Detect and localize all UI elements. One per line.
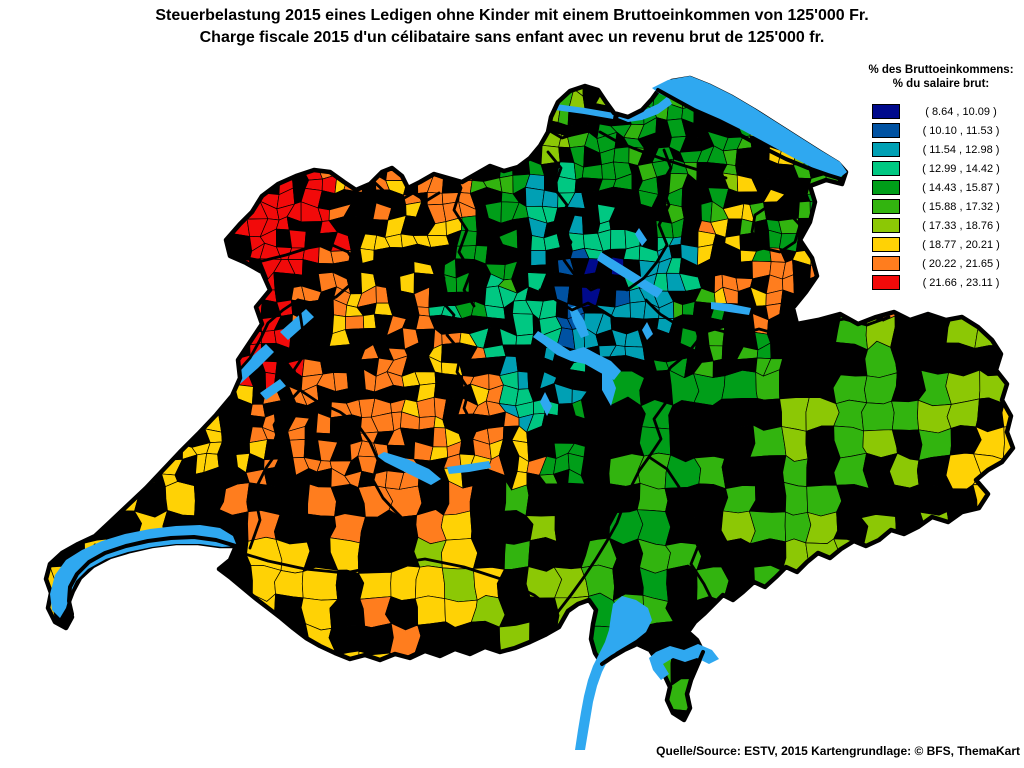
legend-range-label: ( 10.10 , 11.53 ) xyxy=(922,124,1000,137)
legend-swatch xyxy=(872,180,900,195)
title-line-fr: Charge fiscale 2015 d'un célibataire san… xyxy=(199,29,825,46)
legend-range-label: ( 8.64 , 10.09 ) xyxy=(925,105,997,118)
legend-entry: ( 8.64 , 10.09 ) xyxy=(860,104,1022,119)
legend-entry: ( 11.54 , 12.98 ) xyxy=(860,142,1022,157)
legend-entry: ( 10.10 , 11.53 ) xyxy=(860,123,1022,138)
legend-entry: ( 15.88 , 17.32 ) xyxy=(860,199,1022,214)
legend-swatch xyxy=(872,199,900,214)
source-attribution: Quelle/Source: ESTV, 2015 Kartengrundlag… xyxy=(656,744,1020,758)
legend-entry: ( 18.77 , 20.21 ) xyxy=(860,237,1022,252)
legend-swatch xyxy=(872,123,900,138)
legend-swatch xyxy=(872,104,900,119)
legend-range-label: ( 21.66 , 23.11 ) xyxy=(922,276,1000,289)
legend-range-label: ( 17.33 , 18.76 ) xyxy=(922,219,1000,232)
legend-swatch xyxy=(872,218,900,233)
legend-header-line-fr: % du salaire brut: xyxy=(892,78,990,90)
legend-range-label: ( 11.54 , 12.98 ) xyxy=(922,143,1000,156)
legend-entry: ( 21.66 , 23.11 ) xyxy=(860,275,1022,290)
legend-rows: ( 8.64 , 10.09 ) ( 10.10 , 11.53 ) ( 11.54… xyxy=(860,104,1022,290)
legend-range-label: ( 14.43 , 15.87 ) xyxy=(922,181,1000,194)
legend-entry: ( 14.43 , 15.87 ) xyxy=(860,180,1022,195)
legend-entry: ( 20.22 , 21.65 ) xyxy=(860,256,1022,271)
legend-swatch xyxy=(872,161,900,176)
legend-header-line-de: % des Bruttoeinkommens: xyxy=(868,64,1014,76)
legend-range-label: ( 12.99 , 14.42 ) xyxy=(922,162,1000,175)
legend-swatch xyxy=(872,142,900,157)
legend-entry: ( 17.33 , 18.76 ) xyxy=(860,218,1022,233)
legend-swatch xyxy=(872,275,900,290)
legend-entry: ( 12.99 , 14.42 ) xyxy=(860,161,1022,176)
legend-range-label: ( 20.22 , 21.65 ) xyxy=(922,257,1000,270)
border-through-lakes xyxy=(67,88,843,682)
title-line-de: Steuerbelastung 2015 eines Ledigen ohne … xyxy=(155,7,869,24)
legend-swatch xyxy=(872,256,900,271)
legend-range-label: ( 18.77 , 20.21 ) xyxy=(922,238,1000,251)
page-title: Steuerbelastung 2015 eines Ledigen ohne … xyxy=(0,5,1024,49)
legend-range-label: ( 15.88 , 17.32 ) xyxy=(922,200,1000,213)
legend: % des Bruttoeinkommens: % du salaire bru… xyxy=(860,63,1022,294)
legend-swatch xyxy=(872,237,900,252)
legend-header: % des Bruttoeinkommens: % du salaire bru… xyxy=(860,63,1022,91)
